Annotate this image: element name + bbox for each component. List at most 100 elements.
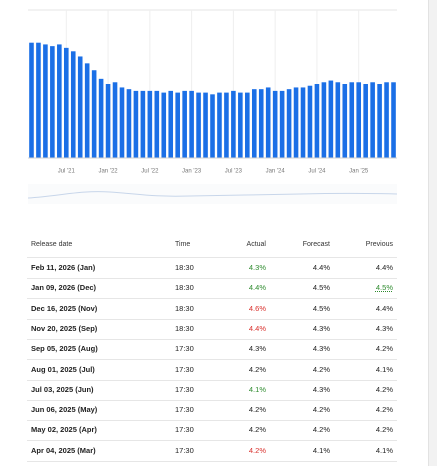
forecast: 4.5% [312,303,330,313]
actual: 4.2% [248,445,266,455]
x-tick-label: Jan '24 [266,169,286,175]
time: 17:30 [175,364,194,374]
forecast: 4.3% [312,384,330,394]
previous: 4.2% [375,425,393,435]
column-header: Forecast [302,241,330,248]
actual: 4.6% [248,303,266,313]
bar [112,82,118,158]
bar [238,92,243,158]
x-tick-label: Jul '24 [308,169,326,175]
forecast: 4.2% [312,405,330,415]
bar [29,42,34,158]
previous: 4.2% [375,405,393,415]
time: 17:30 [175,384,194,394]
bar [175,92,180,158]
column-header: Release date [31,241,73,248]
bar [335,82,341,158]
bar [168,90,174,158]
bar [384,82,389,158]
release-date: Nov 20, 2025 (Sep) [31,323,98,333]
previous: 4.2% [375,344,393,354]
bar [258,89,264,158]
bar [161,92,167,158]
release-date: Sep 05, 2025 (Aug) [31,344,98,354]
bar [189,90,194,158]
time: 18:30 [175,283,194,293]
row-divider [27,420,397,422]
scrollbar[interactable] [428,0,437,466]
bar [314,84,320,158]
bar [224,92,229,158]
actual: 4.4% [248,323,266,333]
bar [43,44,48,158]
bar [98,78,104,158]
bar [140,90,146,158]
previous: 4.4% [375,263,393,272]
forecast: 4.4% [312,263,330,272]
release-date: May 02, 2025 (Apr) [31,425,97,435]
previous: 4.5% [375,283,393,293]
column-header: Time [175,241,191,248]
actual: 4.2% [248,364,266,374]
bar [84,63,90,158]
forecast: 4.3% [312,344,330,354]
row-divider [27,298,397,300]
time: 17:30 [175,445,194,455]
bar [307,85,313,158]
bar [328,80,334,158]
previous: 4.2% [375,384,393,394]
bar [231,90,236,158]
bar [377,84,382,158]
bar [182,90,187,158]
bar [70,51,76,159]
bar [391,82,396,158]
time: 17:30 [175,344,194,354]
time: 18:30 [175,323,194,333]
time: 17:30 [175,405,194,415]
actual: 4.3% [248,263,266,272]
bar [196,92,201,158]
bar [293,87,299,158]
forecast: 4.2% [312,364,330,374]
actual: 4.3% [248,344,266,354]
previous: 4.4% [375,303,393,313]
previous: 4.1% [375,445,393,455]
bar [321,82,327,158]
row-divider [27,338,397,340]
row-divider [27,440,397,442]
bar [251,89,257,158]
bar [300,87,306,158]
release-date: Jan 09, 2026 (Dec) [31,283,97,293]
row-divider [27,359,397,361]
row-divider [27,257,397,258]
navigator [28,184,397,204]
bar [50,46,55,158]
time: 18:30 [175,303,194,313]
bar [286,89,292,158]
row-divider [27,460,397,462]
x-tick-label: Jul '21 [58,169,76,175]
row-divider [27,278,397,279]
actual: 4.4% [248,283,266,293]
bar [356,82,362,158]
bar [77,56,83,158]
chart: Jul '21 Jan '22 Jul '22 Jan '23 Jul '23 Jan '… [27,9,398,204]
bar [203,92,208,158]
release-date: Dec 16, 2025 (Nov) [31,303,98,313]
previous: 4.1% [375,364,393,374]
forecast: 4.2% [312,425,330,435]
bar [105,84,111,158]
navigator-line [27,191,398,199]
release-date: Apr 04, 2025 (Mar) [31,445,96,455]
bar [57,44,62,158]
bar [147,90,153,158]
x-tick-label: Jul '22 [141,169,159,175]
row-divider [27,318,397,320]
column-header: Previous [365,241,393,248]
bar [363,84,368,158]
actual: 4.2% [248,405,266,415]
bar [36,42,41,158]
bar [217,92,222,158]
bar [279,90,285,158]
